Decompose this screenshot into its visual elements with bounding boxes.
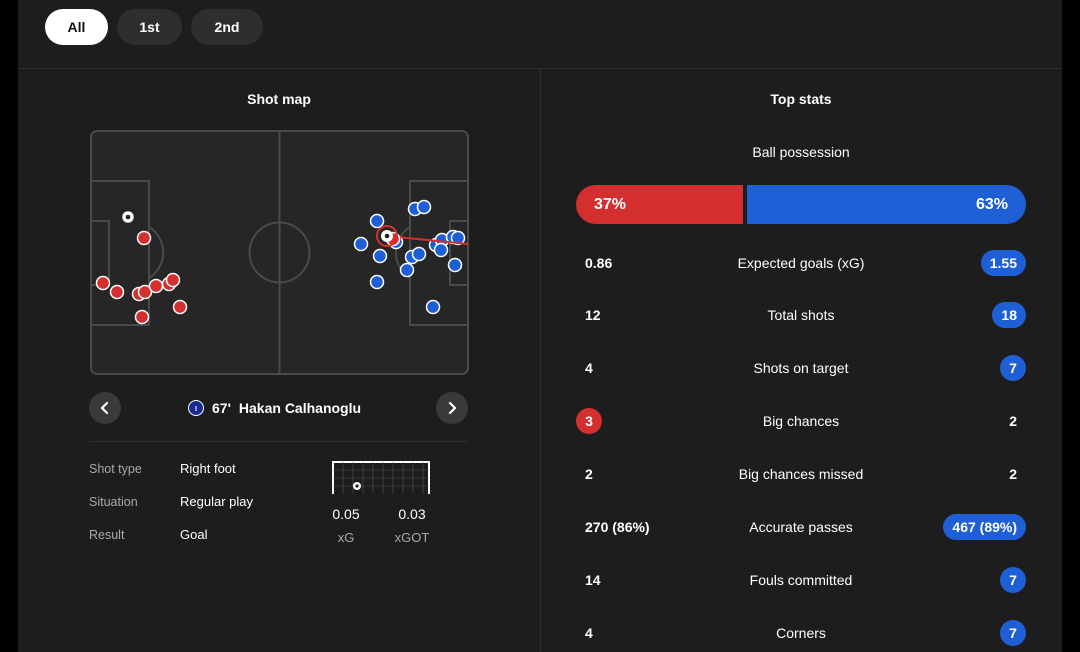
- stat-row-fouls: 14 Fouls committed 7: [576, 565, 1026, 595]
- shot-marker: [399, 262, 415, 278]
- goal-ball-icon: [121, 210, 135, 224]
- shot-marker: [372, 248, 388, 264]
- player-name: Hakan Calhanoglu: [238, 400, 362, 416]
- goal-ball-icon: [381, 230, 393, 242]
- possession-bar: 37% 63%: [576, 185, 1026, 224]
- period-tabs: All 1st 2nd: [45, 9, 263, 45]
- stat-home-value: 0.86: [585, 255, 613, 271]
- stat-home-value: 4: [585, 360, 593, 376]
- situation-value: Regular play: [180, 494, 253, 509]
- shot-marker: [95, 275, 111, 291]
- shot-marker: [411, 246, 427, 262]
- svg-text:I: I: [195, 406, 197, 413]
- stat-away-value: 2: [1009, 413, 1017, 429]
- shot-marker: [165, 272, 181, 288]
- stat-away-value: 18: [992, 302, 1026, 328]
- xg-label: xG: [337, 530, 355, 545]
- stat-away-value: 7: [1000, 567, 1026, 593]
- match-stats-panel: All 1st 2nd Shot map: [18, 0, 1062, 652]
- shot-marker: [137, 284, 153, 300]
- shot-map-pitch[interactable]: [90, 130, 469, 375]
- shot-trajectory: [386, 235, 469, 245]
- shot-marker: [450, 230, 466, 246]
- tab-2nd[interactable]: 2nd: [191, 9, 263, 45]
- stat-home-value: 12: [585, 307, 601, 323]
- stat-label: Total shots: [767, 307, 835, 323]
- ball-icon: [353, 482, 361, 490]
- stat-row-corners: 4 Corners 7: [576, 618, 1026, 648]
- shot-minute: 67': [212, 400, 231, 416]
- stat-away-value: 2: [1009, 466, 1017, 482]
- possession-gap: [742, 185, 747, 224]
- stat-away-value: 467 (89%): [943, 514, 1026, 540]
- stat-label: Fouls committed: [749, 572, 853, 588]
- stat-home-value: 3: [576, 408, 602, 434]
- shot-marker: [447, 257, 463, 273]
- selected-shot-player: I 67' Hakan Calhanoglu: [188, 398, 361, 418]
- xgot-value: 0.03: [398, 506, 426, 522]
- shot-marker: [369, 213, 385, 229]
- stat-row-big-chances: 3 Big chances 2: [576, 406, 1026, 436]
- tab-1st[interactable]: 1st: [117, 9, 182, 45]
- stat-home-value: 14: [585, 572, 601, 588]
- stat-row-accurate-passes: 270 (86%) Accurate passes 467 (89%): [576, 512, 1026, 542]
- stat-row-big-chances-missed: 2 Big chances missed 2: [576, 459, 1026, 489]
- stat-away-value: 1.55: [980, 250, 1026, 276]
- stat-away-value: 7: [1000, 355, 1026, 381]
- result-value: Goal: [180, 527, 208, 542]
- stat-row-xg: 0.86 Expected goals (xG) 1.55: [576, 248, 1026, 278]
- stat-row-total-shots: 12 Total shots 18: [576, 300, 1026, 330]
- details-divider: [90, 441, 468, 442]
- shot-marker: [109, 284, 125, 300]
- shot-marker: [425, 299, 441, 315]
- stat-home-value: 270 (86%): [585, 519, 650, 535]
- stat-home-value: 2: [585, 466, 593, 482]
- stat-home-value: 4: [585, 625, 593, 641]
- stat-away-value: 7: [1000, 620, 1026, 646]
- inter-crest-icon: I: [188, 400, 204, 416]
- situation-label: Situation: [89, 495, 138, 509]
- shot-marker: [148, 278, 164, 294]
- previous-shot-button[interactable]: [89, 392, 121, 424]
- stat-row-shots-on-target: 4 Shots on target 7: [576, 353, 1026, 383]
- chevron-left-icon: [100, 402, 109, 414]
- stat-label: Accurate passes: [749, 519, 853, 535]
- stat-label: Big chances: [762, 413, 840, 429]
- possession-home: 37%: [576, 185, 743, 224]
- chevron-right-icon: [448, 402, 457, 414]
- tab-all[interactable]: All: [45, 9, 108, 45]
- shot-map-title: Shot map: [247, 91, 311, 107]
- xgot-label: xGOT: [394, 530, 430, 545]
- goal-frame-diagram: [332, 461, 430, 494]
- divider-vertical: [540, 68, 541, 652]
- shot-marker: [172, 299, 188, 315]
- stat-label: Big chances missed: [738, 466, 864, 482]
- shot-marker: [369, 274, 385, 290]
- shot-marker: [134, 309, 150, 325]
- shot-marker: [353, 236, 369, 252]
- selected-shot-ring: [376, 225, 398, 247]
- result-label: Result: [89, 528, 125, 542]
- next-shot-button[interactable]: [436, 392, 468, 424]
- shot-marker: [136, 230, 152, 246]
- possession-label: Ball possession: [752, 144, 850, 160]
- top-stats-title: Top stats: [770, 91, 832, 107]
- possession-away: 63%: [746, 185, 1026, 224]
- shot-type-value: Right foot: [180, 461, 236, 476]
- shot-marker: [433, 242, 449, 258]
- shot-type-label: Shot type: [89, 462, 142, 476]
- xg-value: 0.05: [332, 506, 360, 522]
- stat-label: Shots on target: [753, 360, 849, 376]
- shot-marker: [416, 199, 432, 215]
- stat-label: Corners: [776, 625, 826, 641]
- stat-label: Expected goals (xG): [737, 255, 865, 271]
